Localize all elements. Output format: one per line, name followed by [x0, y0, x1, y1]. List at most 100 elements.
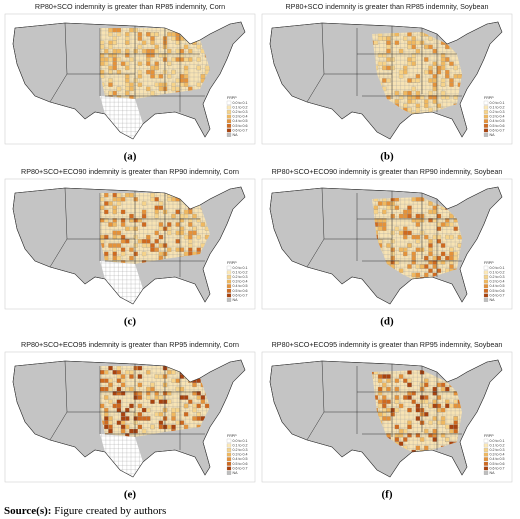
legend-label: 0.2 to 0.3	[233, 448, 248, 452]
legend-label: NA	[233, 133, 239, 137]
us-border	[12, 186, 246, 305]
legend-title: FRPP	[484, 261, 494, 265]
legend-swatch	[226, 100, 232, 105]
legend-label: 0.0 to 0.1	[233, 266, 248, 270]
legend-label: 0.0 to 0.1	[233, 101, 248, 105]
legend-title: FRPP	[227, 434, 237, 438]
county-region-low	[100, 261, 143, 304]
us-border	[269, 21, 503, 140]
panel-title: RP80+SCO+ECO90 indemnity is greater than…	[21, 167, 239, 176]
legend-label: 0.4 to 0.5	[490, 284, 505, 288]
panel-label: (d)	[380, 316, 394, 328]
panel-title: RP80+SCO+ECO95 indemnity is greater than…	[272, 340, 503, 349]
legend-label: NA	[490, 471, 496, 475]
legend-label: 0.1 to 0.2	[490, 443, 505, 447]
legend-label: NA	[233, 298, 239, 302]
legend-label: 0.3 to 0.4	[233, 453, 248, 457]
legend-label: 0.2 to 0.3	[233, 275, 248, 279]
legend-swatch	[226, 438, 232, 443]
panel-title: RP80+SCO indemnity is greater than RP85 …	[35, 2, 225, 11]
source-text: Figure created by authors	[54, 505, 166, 517]
legend-swatch	[483, 279, 489, 284]
legend-label: 0.3 to 0.4	[490, 115, 505, 119]
source: Source(s): Figure created by authors	[4, 505, 166, 517]
panel-label: (e)	[124, 489, 137, 501]
legend-label: 0.6 to 0.7	[233, 128, 248, 132]
legend-swatch	[226, 461, 232, 466]
legend-label: 0.1 to 0.2	[233, 270, 248, 274]
state-borders	[49, 22, 205, 112]
legend-label: 0.6 to 0.7	[490, 293, 505, 297]
legend-label: 0.5 to 0.6	[490, 462, 505, 466]
panel: RP80+SCO+ECO90 indemnity is greater than…	[261, 167, 513, 328]
legend-title: FRPP	[484, 434, 494, 438]
us-border	[12, 359, 246, 478]
county-region-low	[100, 96, 143, 139]
legend-label: 0.1 to 0.2	[490, 105, 505, 109]
legend-swatch	[483, 438, 489, 443]
state-borders	[306, 22, 462, 112]
panel-label: (c)	[124, 316, 137, 328]
legend-swatch	[226, 288, 232, 293]
legend-label: 0.1 to 0.2	[233, 443, 248, 447]
us-border	[269, 186, 503, 305]
legend-label: 0.2 to 0.3	[490, 275, 505, 279]
legend-swatch	[483, 265, 489, 270]
legend-swatch	[226, 457, 232, 462]
panel-title: RP80+SCO indemnity is greater than RP85 …	[285, 2, 488, 11]
legend-swatch	[483, 128, 489, 133]
legend-label: 0.2 to 0.3	[490, 448, 505, 452]
legend-label: 0.4 to 0.5	[233, 457, 248, 461]
legend-swatch	[483, 114, 489, 119]
legend-swatch	[226, 128, 232, 133]
legend-label: 0.6 to 0.7	[490, 128, 505, 132]
legend-label: 0.2 to 0.3	[490, 110, 505, 114]
state-borders	[306, 187, 462, 277]
legend-swatch	[226, 114, 232, 119]
legend-swatch	[483, 443, 489, 448]
legend-swatch	[483, 452, 489, 457]
legend-label: 0.1 to 0.2	[233, 105, 248, 109]
legend-swatch	[483, 288, 489, 293]
legend-swatch	[483, 298, 489, 302]
panel: RP80+SCO indemnity is greater than RP85 …	[4, 2, 256, 163]
legend-swatch	[483, 119, 489, 124]
panel: RP80+SCO+ECO95 indemnity is greater than…	[4, 340, 256, 501]
legend-label: 0.6 to 0.7	[233, 466, 248, 470]
county-shading	[100, 28, 210, 99]
legend-swatch	[226, 471, 232, 475]
state-borders	[306, 360, 462, 450]
legend-label: 0.0 to 0.1	[490, 266, 505, 270]
legend-title: FRPP	[227, 261, 237, 265]
legend-label: 0.3 to 0.4	[490, 453, 505, 457]
legend-swatch	[483, 110, 489, 114]
legend-swatch	[483, 471, 489, 475]
legend-swatch	[226, 119, 232, 124]
county-region	[372, 32, 462, 114]
legend-swatch	[226, 284, 232, 289]
state-borders	[49, 187, 205, 277]
legend-label: 0.0 to 0.1	[233, 439, 248, 443]
legend-label: 0.5 to 0.6	[233, 462, 248, 466]
legend-swatch	[483, 284, 489, 289]
us-border	[269, 359, 503, 478]
legend-label: 0.4 to 0.5	[233, 284, 248, 288]
legend-swatch	[226, 448, 232, 452]
county-region-low	[100, 434, 143, 477]
legend-label: 0.0 to 0.1	[490, 439, 505, 443]
legend-title: FRPP	[227, 96, 237, 100]
state-borders	[49, 360, 205, 450]
legend-label: 0.3 to 0.4	[490, 280, 505, 284]
legend-label: 0.4 to 0.5	[490, 457, 505, 461]
